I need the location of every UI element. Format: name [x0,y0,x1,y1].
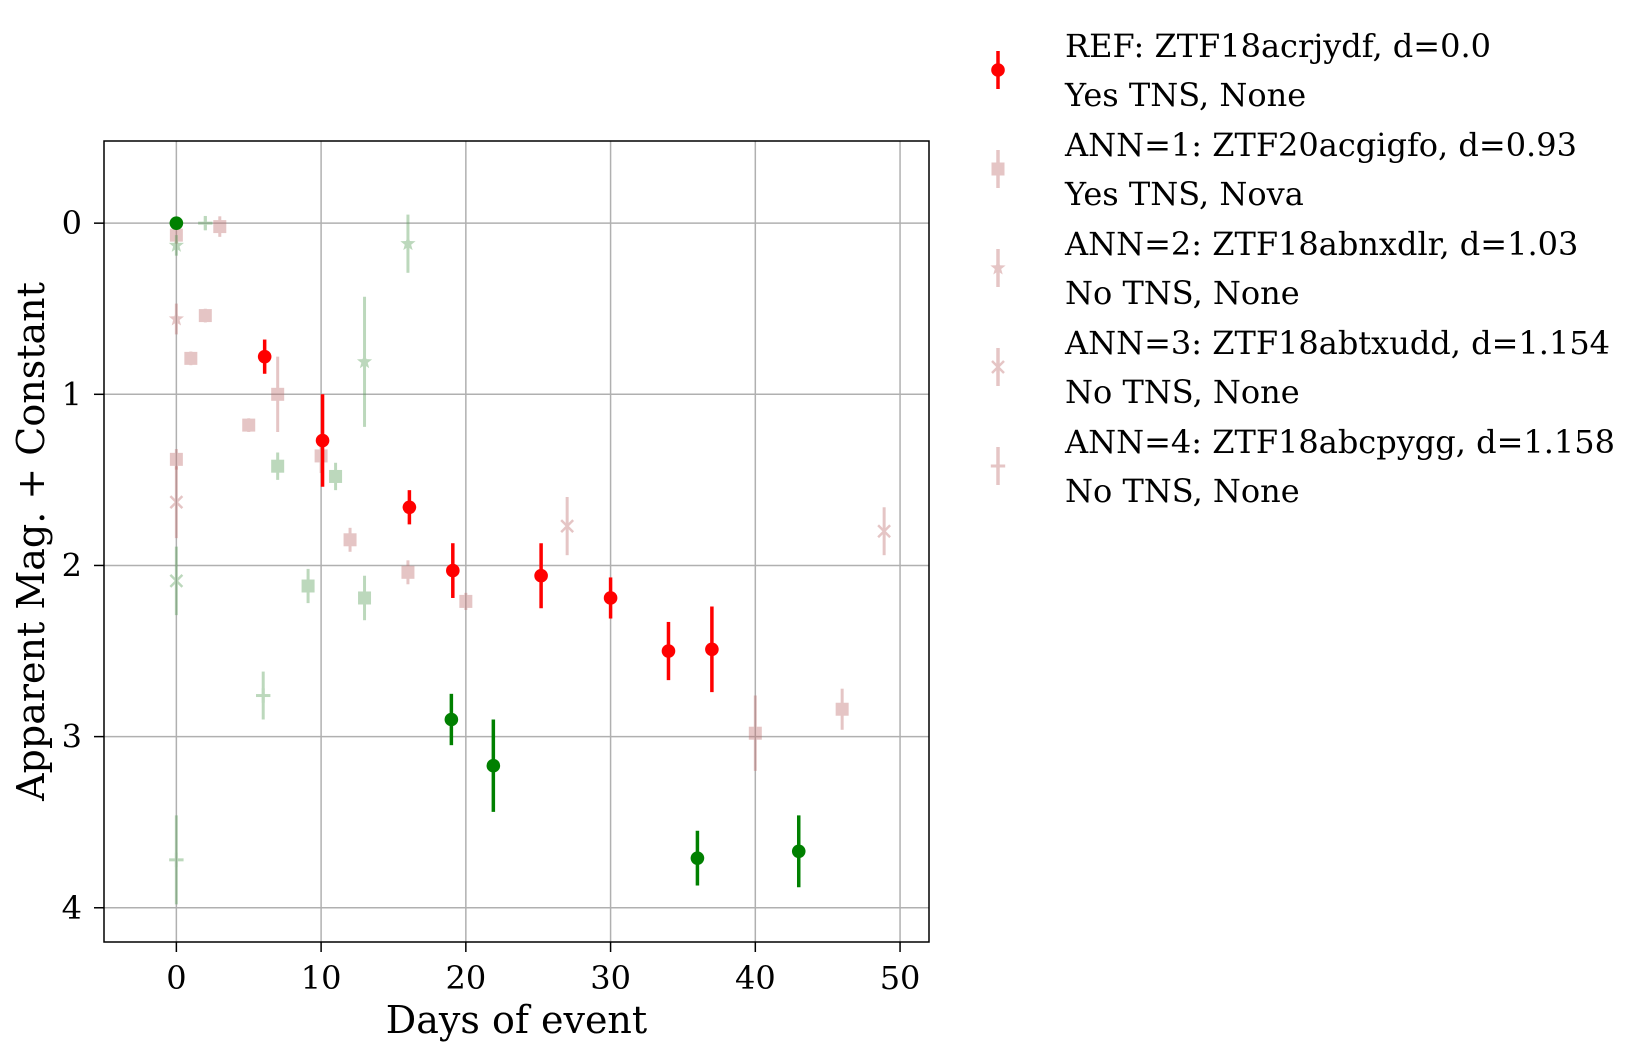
data-point [401,560,415,585]
legend-entry: ANN=3: ZTF18abtxudd, d=1.154 No TNS, None [991,324,1610,411]
legend-label: ANN=1: ZTF20acgigfo, d=0.93 [1064,126,1577,164]
x-tick-label: 20 [445,959,486,997]
data-point [603,577,618,619]
legend-marker [991,150,1005,188]
legend-entry: REF: ZTF18acrjydf, d=0.0 Yes TNS, None [991,27,1491,114]
data-point [242,418,256,432]
legend-entry: ANN=1: ZTF20acgigfo, d=0.93 Yes TNS, Nova [991,126,1577,213]
y-axis-label: Apparent Mag. + Constant [9,282,53,802]
data-point [169,815,184,905]
data-point [257,339,272,374]
data-point [877,507,892,556]
legend-sublabel: No TNS, None [1065,472,1300,510]
data-point [444,693,459,746]
data-point [169,449,183,470]
legend-marker [990,249,1006,287]
legend-label: ANN=3: ZTF18abtxudd, d=1.154 [1064,324,1610,362]
grid-lines [104,141,929,942]
data-point [690,830,705,886]
x-tick-label: 50 [880,959,921,997]
legend-marker [990,447,1006,485]
data-point [168,303,184,335]
data-point [459,592,473,610]
legend-sublabel: No TNS, None [1065,373,1300,411]
data-point [184,351,198,366]
y-tick-label: 0 [62,204,82,242]
data-point [446,543,460,598]
data-point [169,546,184,616]
legend-sublabel: No TNS, None [1065,274,1300,312]
legend-entry: ANN=2: ZTF18abnxdlr, d=1.03 No TNS, None [990,225,1578,312]
y-tick-label: 2 [62,546,82,584]
plot-frame [103,140,930,943]
legend-label: ANN=4: ZTF18abcpygg, d=1.158 [1064,423,1615,461]
data-point [400,214,416,273]
data-point [329,462,343,491]
x-tick-label: 40 [735,959,776,997]
data-point [169,466,184,539]
legend-sublabel: Yes TNS, None [1064,76,1306,114]
legend-marker [991,51,1005,89]
data-point [748,695,762,771]
data-point [168,235,184,256]
data-point [358,575,372,621]
data-point [169,216,184,230]
data-point [356,296,373,427]
data-point [705,606,719,693]
data-point [835,688,849,730]
legend-label: ANN=2: ZTF18abnxdlr, d=1.03 [1064,225,1578,263]
data-point [198,215,213,231]
data-point [534,543,548,609]
legend-sublabel: Yes TNS, Nova [1064,175,1304,213]
legend-marker [991,348,1005,386]
data-point [271,452,285,480]
data-points [168,214,892,905]
y-tick-label: 3 [62,718,82,756]
x-axis-label: Days of event [386,998,647,1042]
legend: REF: ZTF18acrjydf, d=0.0 Yes TNS, None ANN… [990,27,1615,510]
data-point [661,621,676,681]
data-point [791,815,806,888]
data-point [198,308,212,323]
data-point [486,719,501,812]
legend-label: REF: ZTF18acrjydf, d=0.0 [1065,27,1491,65]
data-point [256,671,271,720]
y-tick-label: 1 [62,375,82,413]
data-point [402,490,417,525]
x-tick-label: 30 [590,959,631,997]
data-point [271,356,285,432]
data-point [315,394,330,487]
x-tick-label: 0 [166,959,186,997]
axis-ticks: 0 10 20 30 40 50 0 1 2 3 4 [62,204,921,997]
data-point [213,216,227,237]
data-point [301,568,315,604]
y-tick-label: 4 [62,889,82,927]
x-tick-label: 10 [301,959,342,997]
data-point [560,497,575,556]
data-point [343,527,357,552]
legend-entry: ANN=4: ZTF18abcpygg, d=1.158 No TNS, None [990,423,1615,510]
